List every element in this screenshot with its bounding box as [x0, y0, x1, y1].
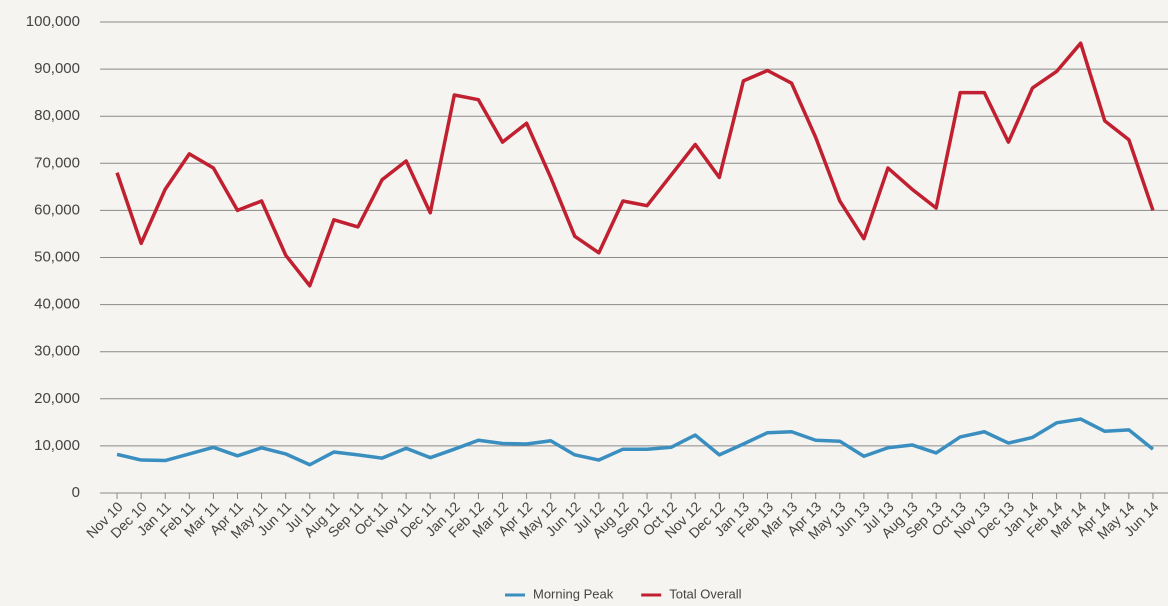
legend-label: Total Overall: [669, 586, 741, 601]
y-tick-label: 100,000: [26, 13, 80, 30]
y-tick-label: 60,000: [34, 201, 80, 218]
y-tick-label: 90,000: [34, 60, 80, 77]
y-tick-label: 20,000: [34, 390, 80, 407]
y-tick-label: 10,000: [34, 437, 80, 454]
y-tick-label: 70,000: [34, 154, 80, 171]
y-tick-label: 40,000: [34, 296, 80, 313]
series-line: [116, 417, 1155, 467]
series-line: [115, 41, 1155, 288]
y-tick-label: 30,000: [34, 343, 80, 360]
y-tick-label: 0: [72, 484, 80, 501]
legend-label: Morning Peak: [533, 586, 614, 601]
y-tick-label: 80,000: [34, 107, 80, 124]
y-tick-label: 50,000: [34, 248, 80, 265]
